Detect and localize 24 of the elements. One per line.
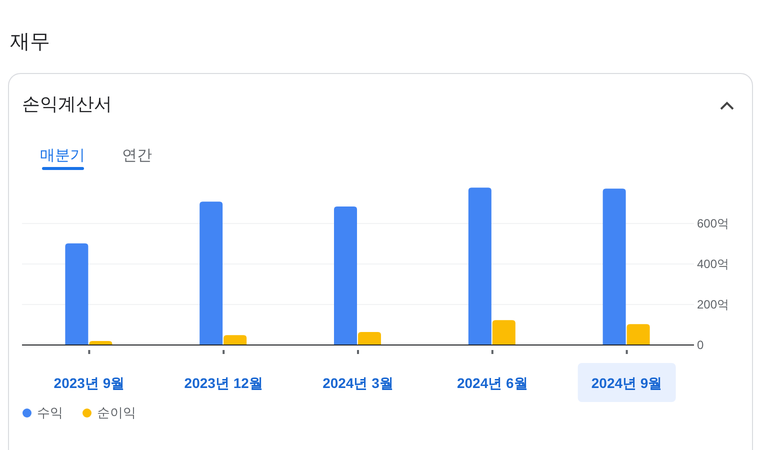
- x-tick-label: 2024년 3월: [322, 375, 394, 391]
- y-tick-label: 600억: [697, 216, 730, 230]
- chart-subtitle: 손익계산서: [22, 94, 112, 114]
- bar: [65, 243, 88, 345]
- legend-label: 수익: [37, 405, 63, 420]
- y-tick-label: 0: [697, 338, 704, 352]
- chart-title: 재무: [10, 31, 50, 53]
- legend-label: 순이익: [97, 405, 136, 420]
- text: 연간: [122, 147, 152, 164]
- x-tick-label: 2023년 9월: [54, 375, 125, 391]
- x-tick-label: 2024년 6월: [456, 375, 528, 391]
- bar: [468, 188, 492, 345]
- bar: [358, 332, 381, 345]
- bar: [492, 320, 516, 345]
- text: 매분기: [40, 147, 85, 164]
- bar: [602, 188, 626, 345]
- y-tick-label: 200억: [697, 297, 730, 312]
- y-tick-label: 400억: [697, 256, 730, 271]
- x-tick-label: 2023년 12월: [184, 375, 263, 391]
- bar: [334, 206, 357, 345]
- bar: [224, 335, 247, 345]
- x-tick-label: 2024년 9월: [591, 375, 662, 391]
- bar: [626, 324, 650, 345]
- bar: [200, 202, 223, 345]
